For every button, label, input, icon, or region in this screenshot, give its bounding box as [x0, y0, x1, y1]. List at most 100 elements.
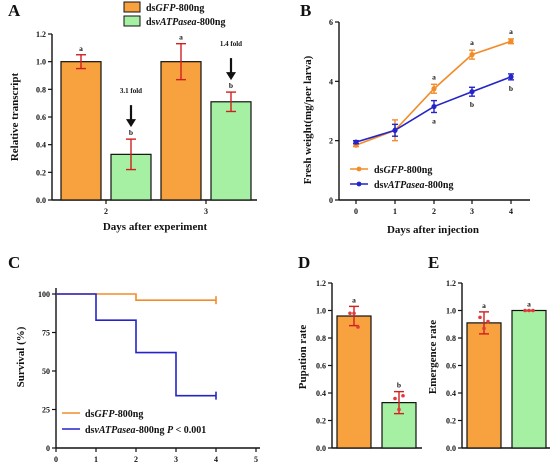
panel-a-y-tick-label: 1.0: [36, 58, 46, 67]
panel-b-point: [469, 52, 475, 58]
panel-e-data-point: [523, 308, 527, 313]
panel-b-x-tick-label: 1: [393, 207, 397, 216]
panel-a-y-tick-label: 1.2: [36, 30, 46, 39]
panel-a-y-tick-label: 0.6: [36, 113, 46, 122]
panel-b-x-tick-label: 2: [432, 207, 436, 216]
panel-d-y-tick-label: 0.8: [316, 334, 326, 343]
panel-c-x-tick-label: 4: [214, 455, 218, 464]
panel-e-data-point: [482, 326, 486, 331]
panel-b-x-tick-label: 0: [354, 207, 358, 216]
panel-c-legend-label: dsvATPasea-800ng P < 0.001: [85, 425, 206, 436]
panel-a-sig-label: a: [79, 44, 83, 53]
panel-a-legend-swatch: [123, 15, 141, 27]
panel-b-legend-marker: [356, 166, 362, 172]
panel-letter-c: C: [8, 253, 20, 272]
panel-b-y-tick-label: 6: [329, 18, 333, 27]
panel-a-arrow-head: [226, 72, 236, 81]
panel-a-sig-label: a: [179, 33, 183, 42]
panel-a-legend-label: dsGFP-800ng: [146, 3, 204, 14]
panel-a-sig-label: b: [229, 81, 233, 90]
panel-a-bar: [210, 101, 252, 201]
panel-e-y-tick-label: 0.6: [446, 362, 456, 371]
panel-c-survival-curve: [56, 293, 216, 397]
panel-a-y-tick-label: 0.0: [36, 196, 46, 205]
panel-b-sig-label: a: [432, 72, 436, 81]
panel-a-fold-label: 1.4 fold: [220, 40, 242, 48]
panel-e-ylabel: Emergence rate: [427, 320, 439, 394]
panel-d-y-tick-label: 0.4: [316, 389, 326, 398]
panel-letter-b: B: [300, 1, 311, 20]
panel-b-xlabel: Days after injection: [387, 224, 479, 236]
panel-e-sig-label: a: [527, 300, 531, 309]
panel-b-point: [353, 139, 359, 145]
panel-a-bar: [60, 61, 102, 201]
panel-a-legend-label: dsvATPasea-800ng: [146, 17, 225, 28]
panel-e-y-tick-label: 0.8: [446, 334, 456, 343]
panel-b-sig-label: a: [432, 116, 436, 125]
panel-a-y-tick-label: 0.4: [36, 141, 46, 150]
panel-b-y-tick-label: 4: [329, 77, 333, 86]
chart-marks: 0.0 0.2 0.4 0.6 0.8 1.0 1.2 2 a b 3.1 fold 3 a b 1.4 f…: [36, 1, 550, 464]
panel-e-sig-label: a: [482, 301, 486, 310]
panel-a-x-tick-label: 2: [104, 207, 108, 216]
panel-c-x-tick-label: 3: [174, 455, 178, 464]
panel-b-point: [431, 86, 437, 92]
panel-b-legend-label: dsGFP-800ng: [374, 165, 432, 176]
panel-e-bar: [466, 322, 502, 449]
panel-a-fold-label: 3.1 fold: [120, 87, 142, 95]
panel-b-point: [431, 103, 437, 110]
panel-e-y-tick-label: 1.2: [446, 279, 456, 288]
panel-b-sig-label: a: [470, 38, 474, 47]
panel-c-x-tick-label: 2: [134, 455, 138, 464]
panel-d-bar: [336, 315, 372, 449]
panel-a-bar: [160, 61, 202, 201]
panel-d-data-point: [393, 396, 397, 401]
panel-b-y-tick-label: 0: [329, 196, 333, 205]
panel-a-arrow-head: [126, 119, 136, 128]
panel-c-y-tick-label: 100: [38, 290, 50, 299]
panel-c-x-tick-label: 1: [94, 455, 98, 464]
panel-c-y-tick-label: 75: [42, 329, 50, 338]
panel-a-xlabel: Days after experiment: [103, 221, 208, 233]
panel-c-x-tick-label: 5: [254, 455, 258, 464]
panel-e-y-tick-label: 0.4: [446, 389, 456, 398]
panel-b-point: [508, 38, 514, 44]
panel-b-x-tick-label: 4: [509, 207, 513, 216]
panel-e-data-point: [527, 308, 531, 313]
panel-c-x-tick-label: 0: [54, 455, 58, 464]
panel-d-y-tick-label: 0.0: [316, 444, 326, 453]
panel-d-sig-label: a: [352, 295, 356, 304]
panel-e-y-tick-label: 0.0: [446, 444, 456, 453]
panel-b-point: [392, 127, 398, 133]
panel-e-data-point: [531, 308, 535, 313]
panel-b-x-tick-label: 3: [470, 207, 474, 216]
panel-b-ylabel: Fresh weight(mg/per larva): [302, 55, 314, 184]
panel-e-bar: [511, 309, 547, 449]
panel-e-data-point: [486, 319, 490, 324]
panel-a-x-tick-label: 3: [204, 207, 208, 216]
panel-b-legend-label: dsvATPasea-800ng: [374, 180, 453, 191]
panel-b-y-tick-label: 2: [329, 137, 333, 146]
panel-d-data-point: [348, 311, 352, 316]
panel-a-y-tick-label: 0.2: [36, 168, 46, 177]
panel-b-legend-marker: [356, 181, 362, 187]
panel-a-y-tick-label: 0.8: [36, 85, 46, 94]
panel-d-data-point: [397, 407, 401, 412]
panel-c-survival-curve: [56, 293, 216, 301]
panel-b-sig-label: a: [509, 27, 513, 36]
panel-d-ylabel: Pupation rate: [297, 325, 309, 390]
panel-d-sig-label: b: [397, 381, 401, 390]
panel-b-point: [469, 89, 475, 95]
panel-e-y-tick-label: 1.0: [446, 307, 456, 316]
panel-b-sig-label: b: [509, 84, 513, 93]
panel-d-data-point: [356, 325, 360, 329]
panel-a-ylabel: Relative transcript: [9, 73, 21, 162]
panel-d-y-tick-label: 1.2: [316, 279, 326, 288]
panel-c-legend-label: dsGFP-800ng: [85, 409, 143, 420]
panel-a-legend-swatch: [123, 1, 141, 13]
panel-letter-d: D: [298, 253, 310, 272]
panel-letter-a: A: [8, 1, 21, 20]
panel-c-y-tick-label: 50: [42, 367, 50, 376]
panel-b-point: [508, 74, 514, 80]
